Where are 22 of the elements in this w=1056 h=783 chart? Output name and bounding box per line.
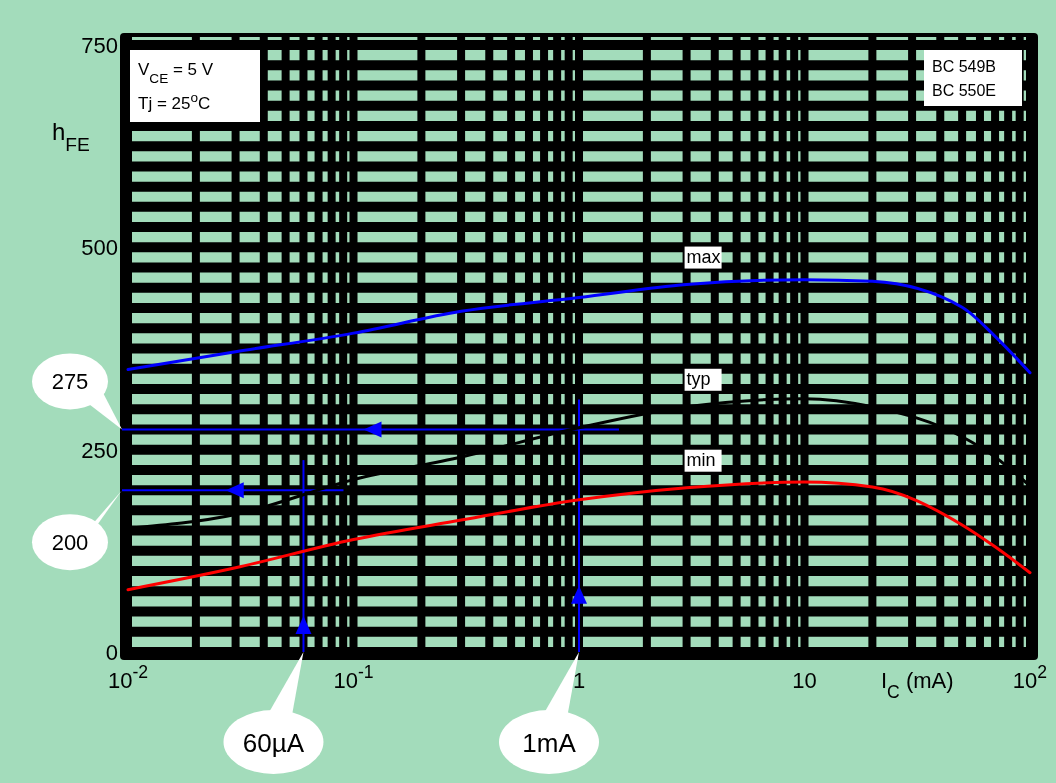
ref-line-label: 1mA: [522, 728, 577, 758]
annotation: V$_{CE}$ = 5 V: [138, 60, 214, 86]
x-tick-label: 1: [572, 668, 586, 693]
series-label: min: [686, 449, 716, 470]
y-tick-label: 250: [81, 437, 118, 463]
ref-line-label: 275: [51, 369, 89, 395]
y-tick-label: 750: [81, 33, 118, 58]
x-tick-label: 10$^{-2}$: [107, 662, 149, 693]
ref-line-label: 200: [51, 530, 89, 556]
x-tick-label: 10: [792, 668, 817, 693]
ref-line-label: 60µA: [242, 728, 305, 758]
x-tick-label: 10$^{-1}$: [333, 662, 374, 693]
annotation: BC 550E: [932, 82, 997, 99]
y-tick-label: 500: [81, 235, 118, 261]
y-tick-label: 0: [105, 640, 118, 665]
annotation: BC 549B: [932, 58, 997, 75]
series-label: typ: [686, 368, 711, 389]
y-axis-title: h$_{FE}$: [52, 118, 90, 155]
series-label: max: [686, 246, 721, 267]
x-tick-label: 10$^{2}$: [1012, 662, 1048, 693]
x-axis-title: I$_{C}$ (mA): [880, 668, 954, 702]
annotation: Tj = 25$^{o}$C: [138, 89, 211, 113]
